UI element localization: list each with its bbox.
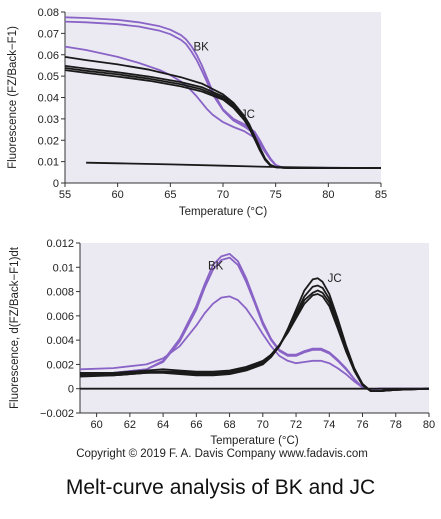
y-tick-label: 0.08 bbox=[38, 7, 59, 19]
series-line-jc bbox=[80, 293, 430, 392]
x-tick-label: 80 bbox=[423, 419, 435, 431]
x-tick-label: 62 bbox=[124, 419, 136, 431]
y-tick-label: 0 bbox=[53, 178, 59, 190]
y-tick-label: 0.01 bbox=[53, 262, 74, 274]
melt-curve-figure: 55 60 65 70 75 80 85 0 0.01 0.02 0.03 0.04 0.05 0.06 0… bbox=[7, 7, 435, 460]
series-line-bk bbox=[79, 295, 429, 391]
copyright-notice: Copyright © 2019 F. A. Davis Company www… bbox=[76, 448, 368, 460]
x-tick-label: 75 bbox=[270, 189, 282, 201]
y-axis-label: Fluorescence (FZ/Back−F1) bbox=[7, 26, 19, 169]
x-axis-label: Temperature (°C) bbox=[210, 435, 298, 447]
annotation-bk: BK bbox=[208, 261, 224, 273]
y-tick-label: 0.05 bbox=[38, 71, 59, 83]
x-tick-label: 70 bbox=[257, 419, 269, 431]
y-tick-label: 0.06 bbox=[38, 50, 59, 62]
melt-curve-derivative-chart: 60 62 64 66 68 70 72 74 76 78 80 −0.002 0 0.002 0.004 0… bbox=[9, 238, 435, 447]
y-tick-label: 0 bbox=[68, 384, 74, 396]
x-tick-label: 66 bbox=[190, 419, 202, 431]
series-line-jc bbox=[86, 161, 382, 169]
annotation-jc: JC bbox=[328, 273, 342, 285]
y-tick-label: 0.02 bbox=[38, 135, 59, 147]
x-tick-label: 65 bbox=[164, 189, 176, 201]
x-tick-label: 64 bbox=[157, 419, 169, 431]
plot-area bbox=[80, 243, 429, 413]
x-tick-label: 78 bbox=[390, 419, 402, 431]
y-tick-label: −0.002 bbox=[40, 408, 74, 420]
x-tick-label: 60 bbox=[90, 419, 102, 431]
y-tick-label: 0.004 bbox=[46, 335, 74, 347]
y-axis-label: Fluorescence, d(FZ/Back−F1)dt bbox=[9, 246, 21, 409]
y-tick-label: 0.002 bbox=[46, 359, 74, 371]
y-tick-label: 0.07 bbox=[38, 28, 59, 40]
annotation-jc: JC bbox=[241, 109, 255, 121]
y-tick-label: 0.04 bbox=[38, 93, 59, 105]
y-tick-label: 0.008 bbox=[46, 287, 74, 299]
series-line-bk bbox=[79, 256, 429, 391]
x-tick-label: 70 bbox=[217, 189, 229, 201]
series-line-bk bbox=[64, 45, 382, 169]
y-tick-label: 0.006 bbox=[46, 311, 74, 323]
x-tick-label: 74 bbox=[323, 419, 335, 431]
x-tick-label: 76 bbox=[356, 419, 368, 431]
y-tick-label: 0.012 bbox=[46, 238, 74, 250]
x-tick-label: 55 bbox=[59, 189, 71, 201]
annotation-bk: BK bbox=[194, 41, 210, 53]
x-axis-label: Temperature (°C) bbox=[179, 206, 267, 218]
x-tick-label: 85 bbox=[375, 189, 387, 201]
x-tick-label: 72 bbox=[290, 419, 302, 431]
melt-curve-fluorescence-chart: 55 60 65 70 75 80 85 0 0.01 0.02 0.03 0.04 0.05 0.06 0… bbox=[7, 7, 387, 218]
y-tick-label: 0.03 bbox=[38, 114, 59, 126]
y-tick-label: 0.01 bbox=[38, 157, 59, 169]
x-tick-label: 60 bbox=[112, 189, 124, 201]
figure-caption: Melt-curve analysis of BK and JC bbox=[65, 476, 376, 499]
x-tick-label: 68 bbox=[223, 419, 235, 431]
x-tick-label: 80 bbox=[322, 189, 334, 201]
